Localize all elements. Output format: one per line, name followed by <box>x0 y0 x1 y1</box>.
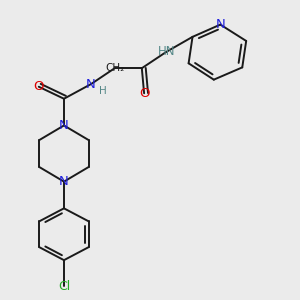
Text: H: H <box>99 86 106 96</box>
Text: O: O <box>34 80 44 93</box>
Text: O: O <box>139 87 149 100</box>
Text: N: N <box>215 18 225 31</box>
Text: CH₂: CH₂ <box>105 63 124 73</box>
Text: N: N <box>86 77 96 91</box>
Text: Cl: Cl <box>58 280 70 293</box>
Text: HN: HN <box>158 45 175 58</box>
Text: N: N <box>59 175 69 188</box>
Text: N: N <box>59 119 69 132</box>
